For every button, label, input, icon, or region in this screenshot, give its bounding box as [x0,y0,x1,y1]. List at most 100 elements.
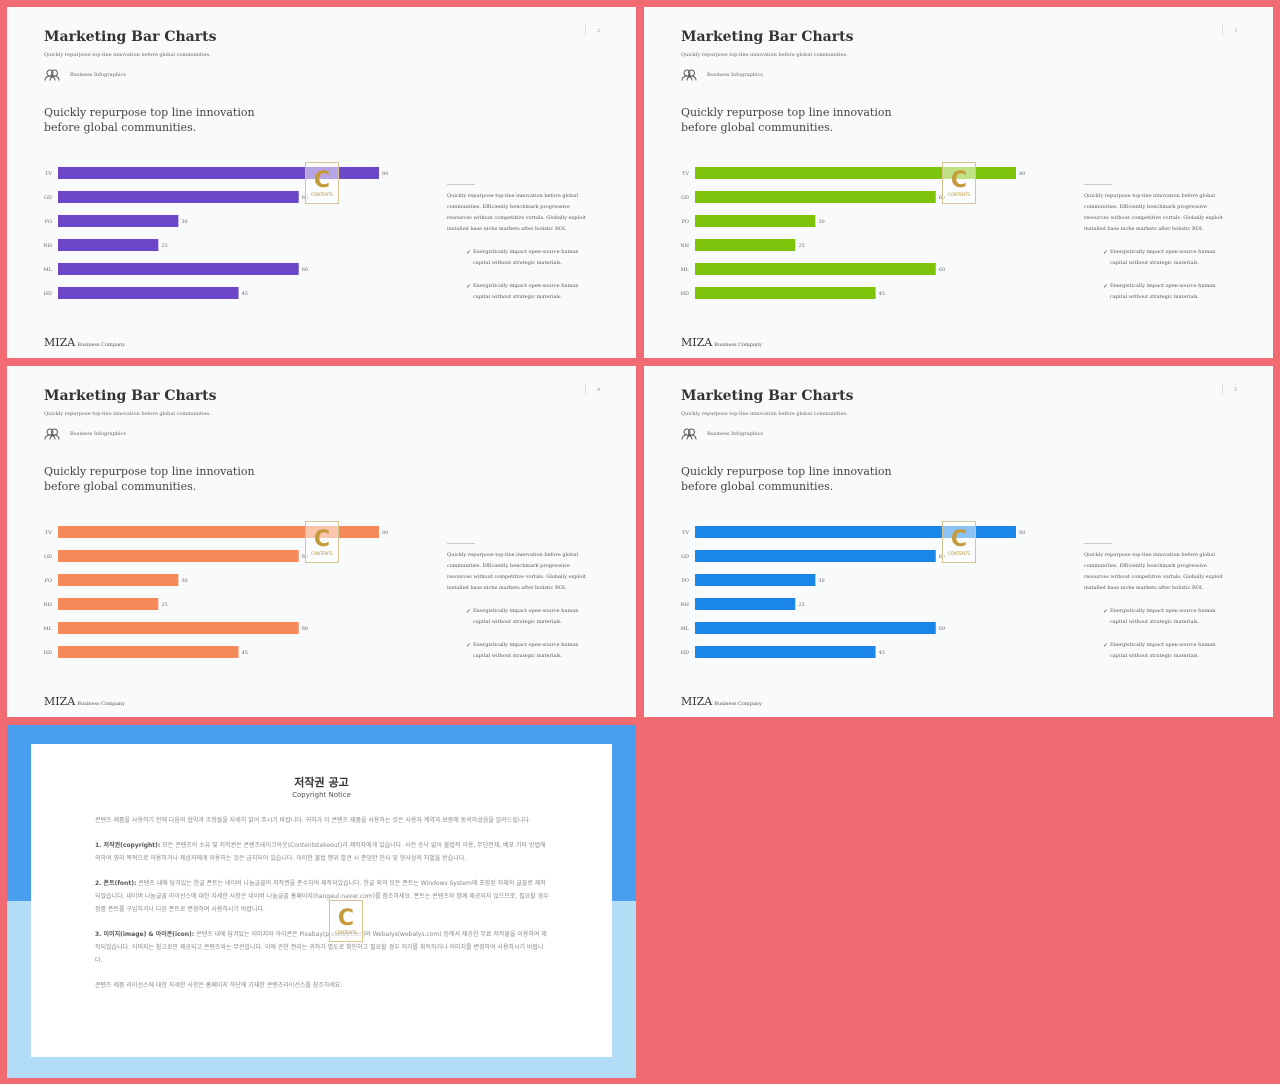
bar-value-label: 60 [302,554,308,560]
category-tag: Business Infographics [681,69,763,81]
checklist-text: Energistically impact open-source human … [473,608,579,625]
bar [695,622,936,634]
watermark-logo: C CONTENTS [329,900,363,942]
bar-value-label: 30 [818,219,824,225]
check-icon: ✓ [1103,283,1109,290]
bar [58,239,159,251]
bar [695,526,1016,538]
copyright-outro: 콘텐츠 제품 라이선스에 대한 자세한 사항은 홈페이지 하단에 기재한 콘텐츠… [95,982,343,989]
bar-value-label: 45 [879,650,885,656]
checklist-text: Energistically impact open-source human … [1110,642,1216,659]
section-1-text: 모든 콘텐츠의 소유 및 저작권은 콘텐츠테이크아웃(Contentstakeo… [95,842,546,862]
page-divider [1222,384,1223,394]
page-number: 3 [1234,28,1238,34]
bar [695,574,816,586]
category-tick-label: HD [681,650,689,656]
people-icon [44,428,60,440]
logo-text: MIZA [681,336,713,349]
bar-value-label: 30 [181,578,187,584]
section-2-heading: 2. 폰트(font): [95,880,137,887]
checklist-item: ✓ Energistically impact open-source human… [466,247,588,269]
watermark-letter: C [950,167,968,193]
slide-subtitle: Quickly repurpose top-line innovation be… [44,411,211,417]
bar-chart: TV 80 GD 60 PO 30 NH 25 ML 60 HD 45 [43,167,388,299]
category-tick-label: TV [45,171,52,177]
bar-value-label: 25 [798,602,804,608]
category-tick-label: GD [44,554,52,560]
category-tick-label: PO [45,578,52,584]
category-tick-label: PO [682,219,689,225]
category-tick-label: PO [45,219,52,225]
category-tag: Business Infographics [44,428,126,440]
category-tick-label: HD [44,650,52,656]
slide-3: Marketing Bar Charts Quickly repurpose t… [644,7,1273,358]
bar-value-label: 60 [939,195,945,201]
checklist-text: Energistically impact open-source human … [473,283,579,300]
company-logo: MIZA Business Company [681,336,762,349]
category-tick-label: ML [44,267,53,273]
slide-headline: Quickly repurpose top line innovation be… [681,106,892,134]
category-tick-label: TV [682,530,689,536]
check-icon: ✓ [466,608,472,615]
bar-value-label: 60 [939,554,945,560]
checklist-item: ✓ Energistically impact open-source human… [1103,640,1225,662]
bar-value-label: 45 [242,650,248,656]
bar [58,263,299,275]
watermark-logo: C CONTENTS [942,521,976,563]
bar-value-label: 25 [161,602,167,608]
people-icon [681,69,697,81]
slide-4: Marketing Bar Charts Quickly repurpose t… [7,366,636,717]
bar [58,598,159,610]
bar [695,263,936,275]
check-icon: ✓ [1103,249,1109,256]
category-tick-label: PO [682,578,689,584]
watermark-letter: C [950,526,968,552]
category-tick-label: ML [44,626,53,632]
bar [58,167,379,179]
bar-value-label: 80 [1019,530,1025,536]
logo-subtext: Business Company [77,342,125,348]
slide-5: Marketing Bar Charts Quickly repurpose t… [644,366,1273,717]
bar [58,526,379,538]
page-divider [1222,25,1223,35]
description-paragraph: Quickly repurpose top-line innovation be… [447,552,586,591]
slide-subtitle: Quickly repurpose top-line innovation be… [681,411,848,417]
bar [695,215,816,227]
logo-text: MIZA [44,695,76,708]
slide-headline: Quickly repurpose top line innovation be… [44,106,255,134]
checklist-item: ✓ Energistically impact open-source human… [466,606,588,628]
check-icon: ✓ [466,249,472,256]
category-tick-label: NH [43,602,52,608]
checklist-text: Energistically impact open-source human … [1110,283,1216,300]
watermark-logo: C CONTENTS [305,162,339,204]
company-logo: MIZA Business Company [44,695,125,708]
bar-chart: TV 80 GD 60 PO 30 NH 25 ML 60 HD 45 [680,167,1025,299]
check-icon: ✓ [1103,642,1109,649]
logo-subtext: Business Company [714,701,762,707]
copyright-section-2: 2. 폰트(font): 콘텐츠 내에 담겨있는 한글 폰트는 네이버 나눔글꼴… [95,877,550,916]
category-tick-label: NH [680,602,689,608]
text-divider [447,543,475,544]
slide-2: Marketing Bar Charts Quickly repurpose t… [7,7,636,358]
watermark-text: CONTENTS [948,191,970,197]
bar [695,287,876,299]
slide-headline: Quickly repurpose top line innovation be… [44,465,255,493]
check-icon: ✓ [1103,608,1109,615]
logo-subtext: Business Company [77,701,125,707]
bar-chart: TV 80 GD 60 PO 30 NH 25 ML 60 HD 45 [680,526,1025,658]
text-divider [447,184,475,185]
category-tick-label: TV [45,530,52,536]
copyright-section-3: 3. 이미지(image) & 아이콘(icon): 콘텐츠 내에 담겨있는 이… [95,928,550,967]
logo-text: MIZA [44,336,76,349]
logo-subtext: Business Company [714,342,762,348]
checklist-text: Energistically impact open-source human … [1110,249,1216,266]
bar-value-label: 60 [939,267,945,273]
copyright-subtitle: Copyright Notice [292,791,351,799]
category-tick-label: NH [680,243,689,249]
slide-subtitle: Quickly repurpose top-line innovation be… [44,52,211,58]
watermark-letter: C [313,526,331,552]
category-label: Business Infographics [70,431,126,437]
bar-value-label: 60 [302,626,308,632]
description-paragraph: Quickly repurpose top-line innovation be… [447,193,586,232]
text-divider [1084,543,1112,544]
